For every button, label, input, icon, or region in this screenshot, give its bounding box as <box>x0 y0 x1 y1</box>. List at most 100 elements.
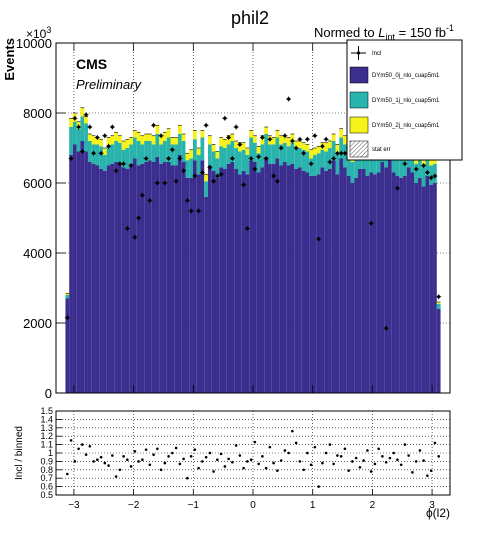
histogram-bar-dy1j <box>151 144 156 162</box>
ratio-point <box>433 441 437 445</box>
incl-point <box>148 198 152 203</box>
histogram-bar-dy2j <box>226 135 231 145</box>
ratio-point <box>291 429 294 433</box>
incl-point <box>305 137 309 141</box>
histogram-bar-dy2j <box>121 141 126 150</box>
histogram-bar-dy2j <box>204 174 208 182</box>
histogram-bar-dy2j <box>80 107 85 117</box>
incl-point <box>95 135 99 140</box>
histogram-bar-dy1j <box>331 141 336 161</box>
histogram-bar-dy1j <box>121 149 126 168</box>
histogram-bar-dy0j <box>365 176 370 393</box>
histogram-bar-dy2j <box>275 130 280 138</box>
ratio-point <box>148 463 152 467</box>
ratio-point <box>369 470 373 473</box>
ratio-point <box>422 459 425 462</box>
x-tick-label: −2 <box>128 500 140 511</box>
histogram-bar-dy1j <box>346 156 351 176</box>
stacked-histogram <box>65 107 441 393</box>
histogram-bar-dy0j <box>166 162 171 393</box>
incl-point <box>395 186 400 190</box>
y-tick-label: 6000 <box>23 176 52 191</box>
histogram-bar-dy1j <box>166 137 171 162</box>
histogram-bar-dy2j <box>117 135 122 143</box>
histogram-bar-dy2j <box>429 158 434 166</box>
histogram-bar-dy2j <box>181 134 186 141</box>
histogram-bar-dy1j <box>249 137 253 161</box>
incl-point <box>429 176 433 180</box>
histogram-bar-dy0j <box>358 169 362 393</box>
histogram-bar-dy2j <box>189 149 193 159</box>
histogram-bar-dy0j <box>174 165 178 393</box>
histogram-bar-dy2j <box>290 134 295 143</box>
histogram-bar-dy1j <box>69 127 73 155</box>
histogram-bar-dy1j <box>298 148 302 168</box>
histogram-bar-dy1j <box>159 144 163 164</box>
histogram-bar-dy2j <box>298 141 302 148</box>
histogram-bar-dy2j <box>162 132 167 141</box>
ratio-point <box>122 455 125 458</box>
histogram-bar-dy0j <box>414 183 419 393</box>
ratio-y-tick-label: 0.7 <box>40 473 53 483</box>
histogram-bar-dy0j <box>125 169 130 393</box>
incl-point <box>257 155 261 159</box>
histogram-bar-dy1j <box>114 141 118 162</box>
histogram-bar-dy2j <box>91 135 96 145</box>
histogram-bar-dy0j <box>69 155 73 393</box>
incl-point <box>272 174 276 178</box>
ratio-point <box>159 468 163 472</box>
histogram-bar-dy2j <box>192 130 197 140</box>
histogram-bar-dy1j <box>200 137 205 161</box>
histogram-bar-dy0j <box>162 162 167 393</box>
ratio-point <box>174 446 178 450</box>
histogram-bar-dy1j <box>335 153 340 175</box>
ratio-point <box>103 461 107 465</box>
histogram-bar-dy0j <box>219 167 223 393</box>
histogram-bar-dy0j <box>95 165 100 393</box>
ratio-point <box>99 455 103 459</box>
incl-point <box>200 170 204 175</box>
histogram-bar-dy2j <box>294 141 299 148</box>
ratio-x-axis: −3 −2 −1 0 1 2 3 <box>68 489 435 511</box>
histogram-bar-dy1j <box>286 146 291 166</box>
incl-point <box>230 156 234 161</box>
preliminary-label: Preliminary <box>76 77 143 92</box>
histogram-bar-dy0j <box>320 167 325 393</box>
histogram-bar-dy1j <box>294 148 299 169</box>
histogram-bar-dy0j <box>151 162 156 393</box>
histogram-bar-dy0j <box>399 177 404 393</box>
ratio-point <box>261 455 264 458</box>
incl-point <box>242 183 246 187</box>
ratio-point <box>111 454 114 457</box>
histogram-bar-dy0j <box>268 163 272 393</box>
histogram-bar-dy1j <box>162 141 167 162</box>
histogram-bar-dy2j <box>69 118 73 127</box>
ratio-y-tick-label: 0.9 <box>40 456 53 466</box>
incl-point <box>84 113 88 117</box>
histogram-bar-dy2j <box>159 135 163 145</box>
histogram-bar-dy2j <box>125 139 130 148</box>
ratio-point <box>399 463 403 467</box>
ratio-point <box>298 460 302 463</box>
ratio-point <box>381 455 384 458</box>
ratio-point <box>283 449 287 452</box>
ratio-point <box>227 457 230 461</box>
histogram-bar-dy2j <box>185 153 190 161</box>
y-exponent-label: ×103 <box>26 25 51 41</box>
histogram-bar-dy2j <box>313 148 317 155</box>
histogram-bar-dy0j <box>346 176 351 393</box>
histogram-bar-dy0j <box>425 176 430 393</box>
ratio-point <box>66 472 69 476</box>
incl-point <box>313 134 317 138</box>
ratio-point <box>347 469 350 472</box>
incl-point <box>140 193 144 197</box>
x-tick-label: 2 <box>370 500 376 511</box>
histogram-bar-dy1j <box>418 156 422 178</box>
histogram-bar-dy0j <box>391 172 396 393</box>
histogram-bar-dy1j <box>305 151 310 173</box>
legend-entry-incl: Incl <box>351 46 381 60</box>
incl-point <box>324 137 328 141</box>
ratio-point <box>264 466 268 470</box>
incl-point <box>403 162 407 166</box>
histogram-bar-dy1j <box>399 156 404 178</box>
